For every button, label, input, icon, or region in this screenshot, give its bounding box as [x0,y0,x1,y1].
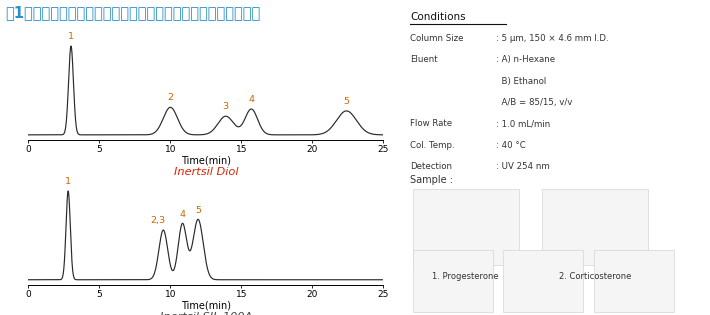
Text: 4: 4 [248,95,254,104]
Text: Conditions: Conditions [410,12,466,22]
Text: 4: 4 [180,210,185,219]
Text: 5: 5 [344,97,349,106]
Text: : 5 μm, 150 × 4.6 mm I.D.: : 5 μm, 150 × 4.6 mm I.D. [496,34,608,43]
Text: A/B = 85/15, v/v: A/B = 85/15, v/v [496,98,572,107]
Text: : 40 °C: : 40 °C [496,141,525,150]
X-axis label: Time(min): Time(min) [181,155,231,165]
Text: 5: 5 [195,205,201,215]
Text: Flow Rate: Flow Rate [410,119,452,129]
X-axis label: Time(min): Time(min) [181,300,231,310]
Text: 1: 1 [68,32,74,41]
Text: Inertsil SIL-100A: Inertsil SIL-100A [160,312,252,315]
Text: Col. Temp.: Col. Temp. [410,141,455,150]
Text: Inertsil Diol: Inertsil Diol [174,167,238,177]
Text: Detection: Detection [410,162,452,171]
Text: : 1.0 mL/min: : 1.0 mL/min [496,119,550,129]
Text: 1. Progesterone: 1. Progesterone [432,272,499,281]
Text: 3: 3 [223,102,229,111]
Text: : UV 254 nm: : UV 254 nm [496,162,550,171]
Text: 図1　ジオールカラムとシリカゲルカラムの分離パターンの違い: 図1 ジオールカラムとシリカゲルカラムの分離パターンの違い [6,5,261,20]
Text: 1: 1 [65,177,71,186]
Text: B) Ethanol: B) Ethanol [496,77,546,86]
Text: 2,3: 2,3 [151,216,166,225]
Text: 2: 2 [168,94,173,102]
Text: Sample :: Sample : [410,175,454,185]
Text: Eluent: Eluent [410,55,438,64]
Text: 2. Corticosterone: 2. Corticosterone [559,272,631,281]
Text: Column Size: Column Size [410,34,464,43]
Text: : A) n-Hexane: : A) n-Hexane [496,55,555,64]
